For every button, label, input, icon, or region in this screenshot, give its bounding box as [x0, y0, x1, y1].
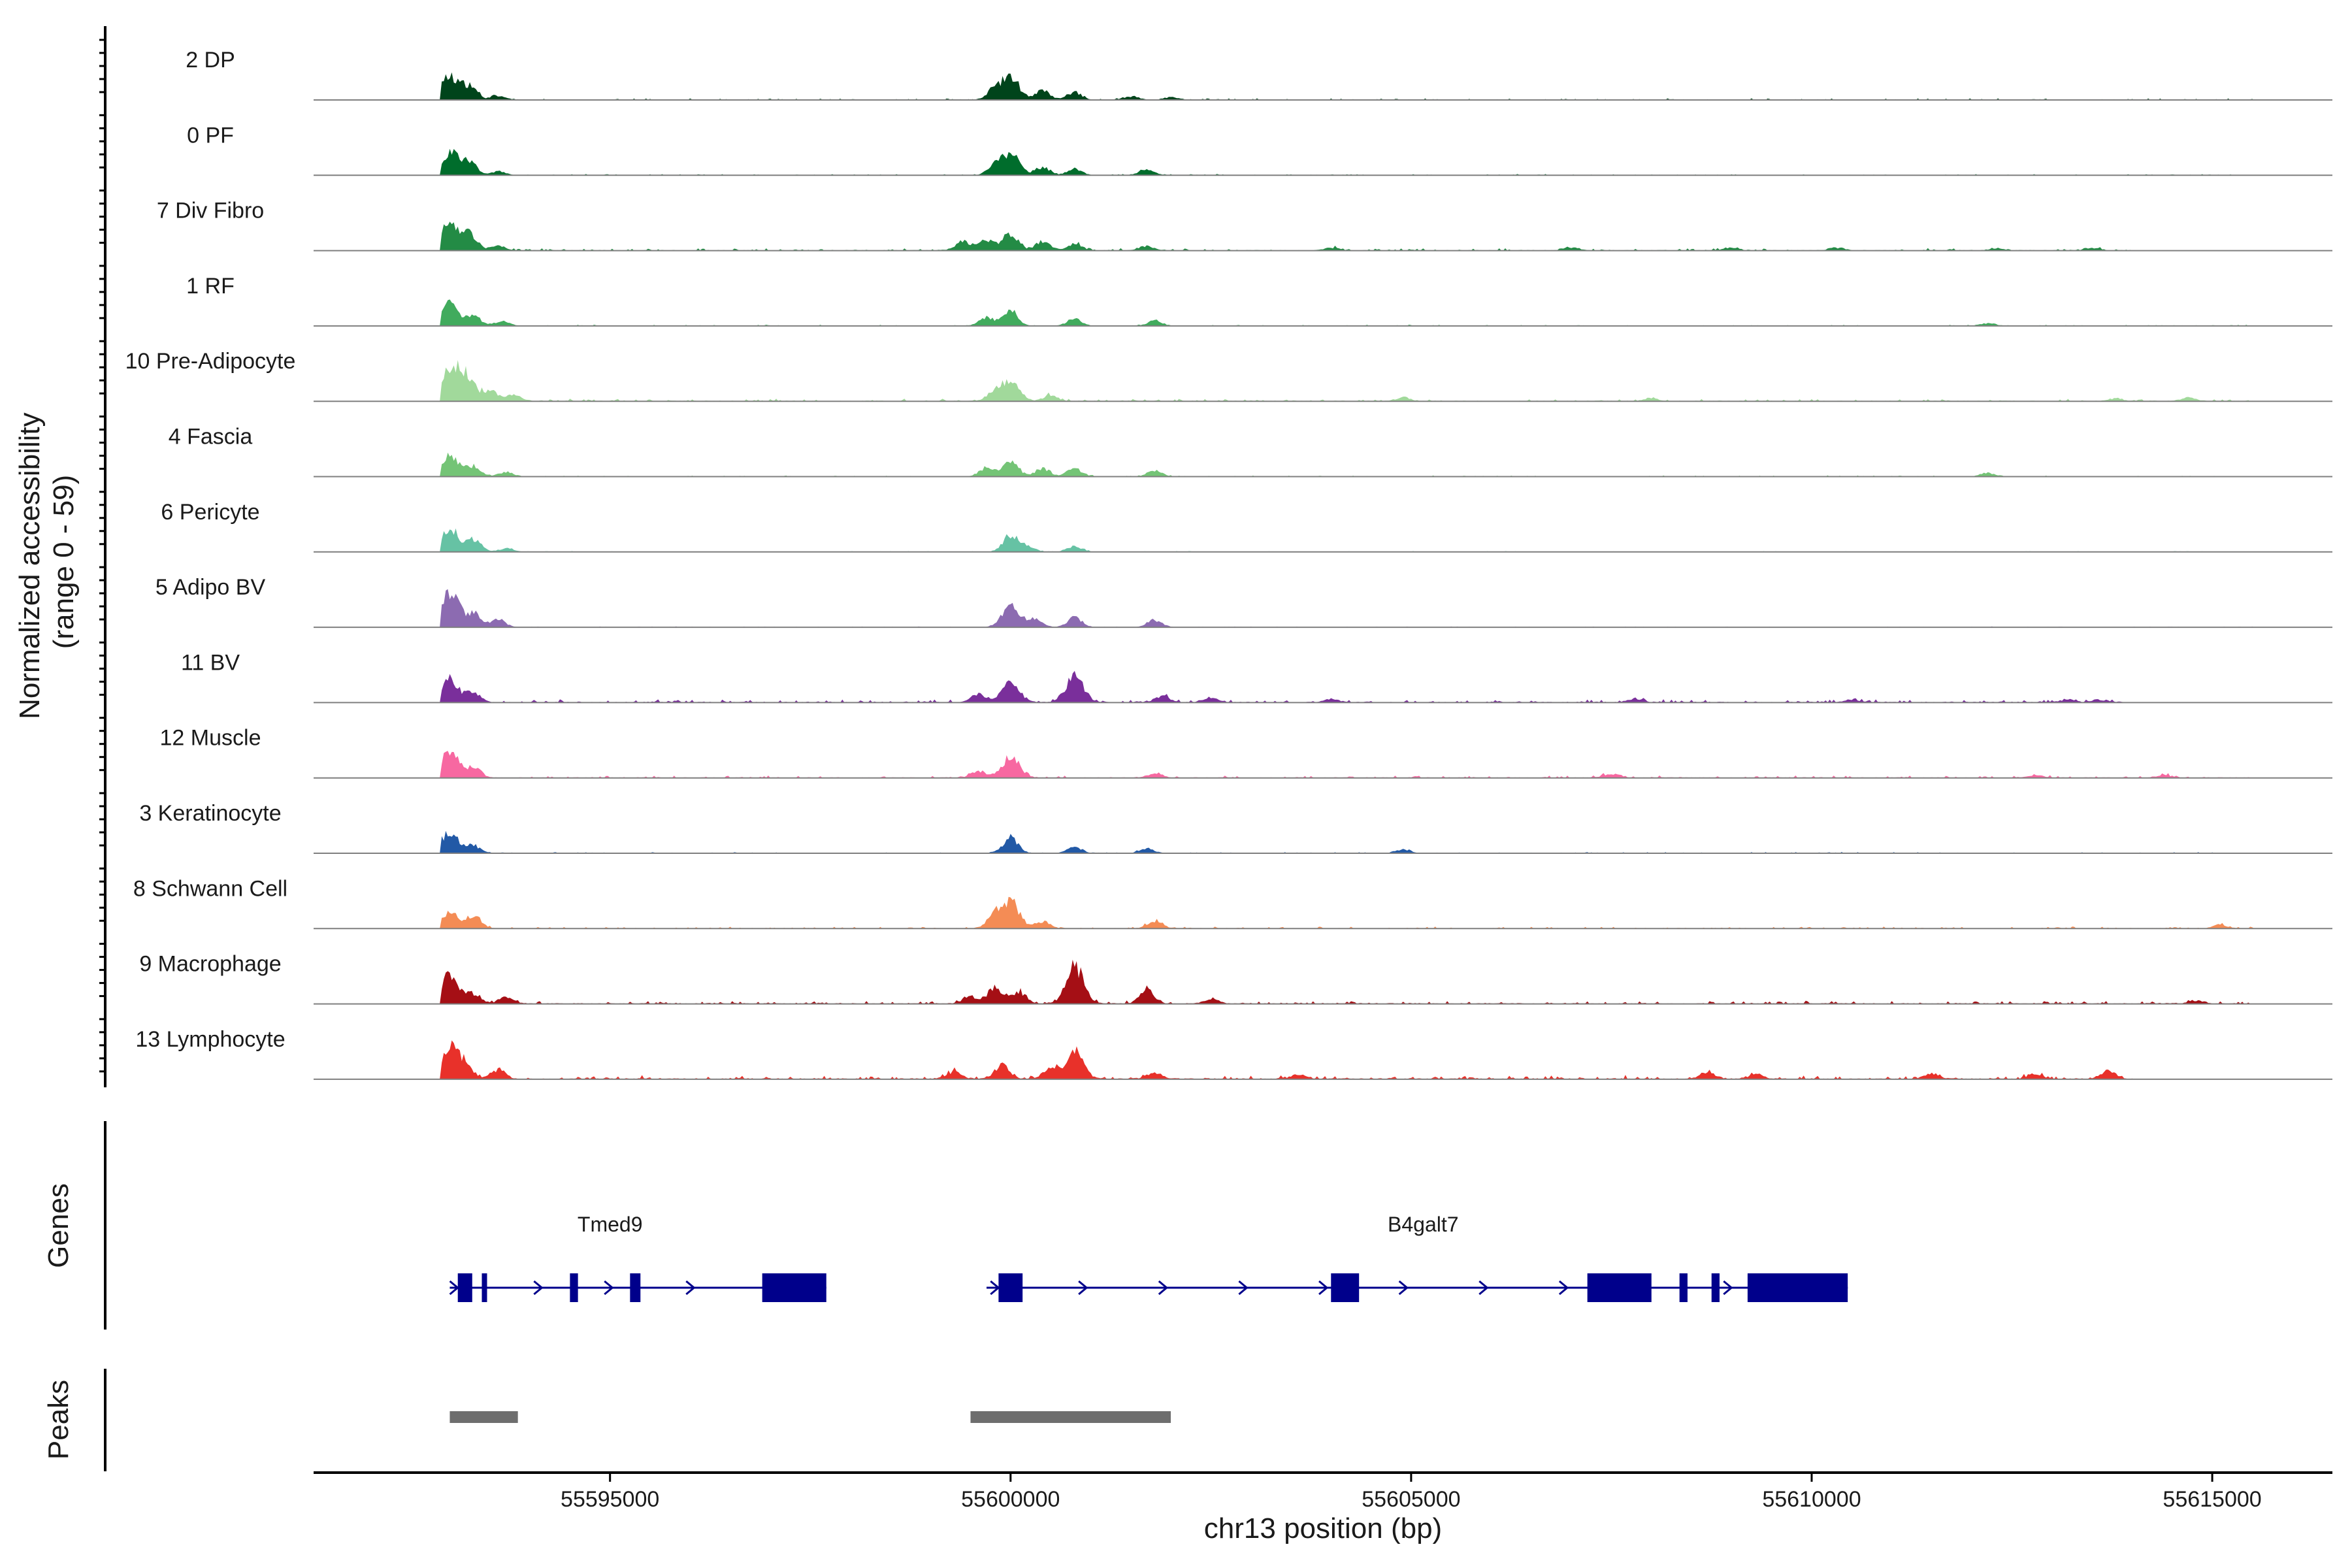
track-3-keratinocyte: 3 Keratinocyte — [99, 792, 2332, 854]
track-label: 6 Pericyte — [161, 500, 259, 525]
track-10-pre-adipocyte: 10 Pre-Adipocyte — [99, 340, 2332, 402]
x-axis-ticks: 55595000 55600000 55605000 55610000 55615000 — [561, 1473, 2262, 1512]
coverage-area-4-fascia — [314, 452, 2332, 477]
track-9-macrophage: 9 Macrophage — [99, 943, 2332, 1005]
gene-exon — [1679, 1273, 1688, 1302]
x-tick-label: 55595000 — [561, 1487, 659, 1512]
y-axis-title: Normalized accessibility (range 0 - 59) — [14, 404, 80, 719]
strand-arrow — [1318, 1280, 1329, 1296]
x-tick-label: 55615000 — [2163, 1487, 2261, 1512]
strand-arrow — [1158, 1280, 1169, 1296]
track-label: 13 Lymphocyte — [135, 1027, 285, 1052]
track-12-muscle: 12 Muscle — [99, 717, 2332, 779]
peak-regions — [449, 1411, 1171, 1423]
coverage-area-3-keratinocyte — [314, 830, 2332, 853]
track-2-dp: 2 DP — [99, 39, 2332, 101]
strand-arrow — [1723, 1280, 1733, 1296]
coverage-area-8-schwann-cell — [314, 896, 2332, 929]
coverage-area-9-macrophage — [314, 959, 2332, 1004]
gene-exon — [1331, 1273, 1360, 1302]
track-7-div-fibro: 7 Div Fibro — [99, 189, 2332, 252]
strand-arrow — [1238, 1280, 1249, 1296]
track-label: 9 Macrophage — [139, 952, 281, 977]
coverage-area-11-bv — [314, 670, 2332, 703]
strand-arrow — [533, 1280, 544, 1296]
track-8-schwann-cell: 8 Schwann Cell — [99, 867, 2332, 930]
strand-arrow — [1478, 1280, 1489, 1296]
track-label: 12 Muscle — [160, 726, 261, 751]
track-label: 7 Div Fibro — [157, 199, 264, 223]
strand-arrow — [1078, 1280, 1088, 1296]
coverage-area-10-pre-adipocyte — [314, 360, 2332, 402]
y-axis-title-line-2: (range 0 - 59) — [48, 475, 80, 649]
strand-arrow — [1558, 1280, 1569, 1296]
strand-arrow — [685, 1280, 696, 1296]
coverage-area-6-pericyte — [314, 528, 2332, 552]
strand-arrow — [449, 1280, 459, 1296]
gene-b4galt7: B4galt7 — [987, 1213, 1848, 1302]
coverage-area-5-adipo-bv — [314, 589, 2332, 628]
peak-bar — [449, 1411, 518, 1423]
gene-exon — [1747, 1273, 1848, 1302]
track-label: 10 Pre-Adipocyte — [125, 349, 296, 374]
track-6-pericyte: 6 Pericyte — [99, 491, 2332, 553]
gene-exon — [570, 1273, 578, 1302]
track-4-fascia: 4 Fascia — [99, 416, 2332, 478]
gene-annotations: Tmed9 B4galt7 — [449, 1213, 1848, 1302]
track-5-adipo-bv: 5 Adipo BV — [99, 566, 2332, 629]
track-13-lymphocyte: 13 Lymphocyte — [99, 1018, 2332, 1080]
track-label: 1 RF — [186, 274, 235, 299]
strand-arrow — [1398, 1280, 1409, 1296]
x-tick-label: 55600000 — [961, 1487, 1060, 1512]
coverage-area-7-div-fibro — [314, 221, 2332, 251]
x-axis-title: chr13 position (bp) — [1204, 1512, 1442, 1544]
coverage-area-12-muscle — [314, 751, 2332, 778]
gene-exon — [998, 1273, 1023, 1302]
track-label: 3 Keratinocyte — [139, 801, 281, 826]
gene-tmed9: Tmed9 — [449, 1213, 826, 1302]
track-11-bv: 11 BV — [99, 641, 2332, 704]
coverage-area-13-lymphocyte — [314, 1040, 2332, 1079]
peaks-panel-label: Peaks — [42, 1380, 74, 1460]
coverage-area-2-dp — [314, 72, 2332, 100]
genes-panel-label: Genes — [42, 1183, 74, 1268]
track-1-rf: 1 RF — [99, 265, 2332, 327]
x-tick-label: 55610000 — [1762, 1487, 1861, 1512]
gene-exon — [630, 1273, 641, 1302]
gene-label: B4galt7 — [1388, 1213, 1459, 1236]
coverage-area-1-rf — [314, 299, 2332, 326]
track-label: 11 BV — [181, 650, 240, 675]
gene-exon — [762, 1273, 826, 1302]
track-label: 5 Adipo BV — [155, 575, 266, 600]
peak-bar — [970, 1411, 1171, 1423]
gene-exon — [1711, 1273, 1720, 1302]
y-axis-title-line-1: Normalized accessibility — [14, 412, 46, 719]
track-label: 8 Schwann Cell — [133, 876, 287, 901]
gene-exon — [457, 1273, 472, 1302]
coverage-tracks: 2 DP 0 PF 7 Div Fibro 1 RF 10 Pre-Adipocyte 4… — [99, 39, 2332, 1080]
gene-label: Tmed9 — [578, 1213, 643, 1236]
track-label: 2 DP — [186, 48, 235, 73]
track-label: 0 PF — [187, 123, 234, 148]
x-tick-label: 55605000 — [1362, 1487, 1460, 1512]
track-label: 4 Fascia — [169, 425, 253, 449]
strand-arrow — [604, 1280, 614, 1296]
strand-arrow — [990, 1280, 1000, 1296]
gene-exon — [482, 1273, 487, 1302]
track-0-pf: 0 PF — [99, 114, 2332, 176]
coverage-area-0-pf — [314, 148, 2332, 176]
gene-exon — [1587, 1273, 1652, 1302]
